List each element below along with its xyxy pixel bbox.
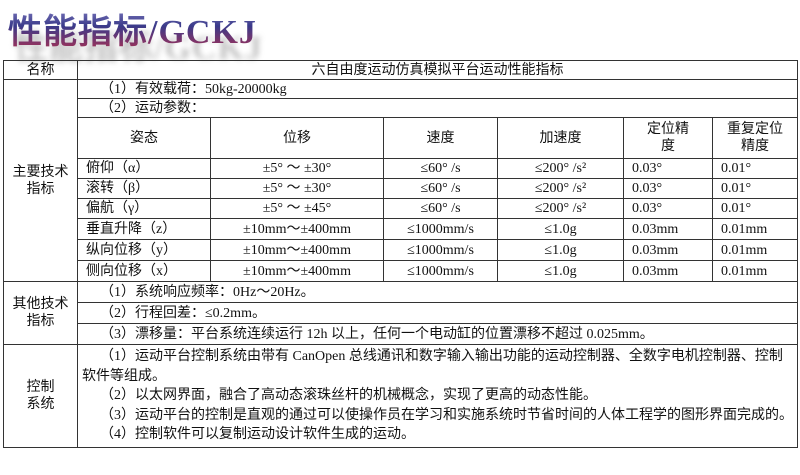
param-row: 垂直升降（z） ±10mm～±400mm ≤1000mm/s ≤1.0g 0.03mm 0… [4, 218, 798, 240]
param-cell: 偏航（γ） [77, 198, 211, 219]
param-row: 侧向位移（x） ±10mm～±400mm ≤1000mm/s ≤1.0g 0.03mm 0… [4, 260, 798, 282]
param-cell: ±10mm～±400mm [210, 218, 384, 240]
param-cell: ≤1000mm/s [383, 260, 498, 282]
control-item: （3）运动平台的控制是直观的通过可以使操作员在学习和实施系统时节省时间的人体工程… [100, 407, 793, 423]
other-item: （3）漂移量：平台系统连续运行 12h 以上，任何一个电动缸的位置漂移不超过 0… [77, 323, 798, 345]
params-header-row: 姿态 位移 速度 加速度 定位精度 重复定位精度 [4, 117, 798, 159]
param-cell: 0.01° [712, 178, 798, 199]
main-spec-label: 主要技术指标 [3, 79, 78, 282]
param-cell: 垂直升降（z） [77, 218, 211, 240]
param-cell: 0.03° [623, 198, 713, 219]
param-row: 俯仰（α） ±5° ～ ±30° ≤60° /s ≤200° /s² 0.03° 0.01… [4, 158, 798, 179]
name-row: 名称 六自由度运动仿真模拟平台运动性能指标 [3, 60, 798, 80]
param-row: 滚转（β） ±5° ～ ±30° ≤60° /s ≤200° /s² 0.03° 0.01… [4, 178, 798, 199]
payload: （1）有效载荷：50kg-20000kg [77, 79, 798, 99]
control-item: （4）控制软件可以复制运动设计软件生成的运动。 [100, 427, 415, 442]
param-cell: 俯仰（α） [77, 158, 211, 179]
param-cell: ≤60° /s [383, 198, 498, 219]
header-positioning-accuracy: 定位精度 [623, 117, 713, 159]
param-cell: ≤200° /s² [497, 158, 624, 179]
param-cell: ≤200° /s² [497, 198, 624, 219]
param-cell: ≤1000mm/s [383, 218, 498, 240]
param-cell: 滚转（β） [77, 178, 211, 199]
param-cell: 0.01mm [712, 239, 798, 261]
control-system-label: 控制系统 [3, 344, 78, 448]
param-cell: 纵向位移（y） [77, 239, 211, 261]
param-cell: ≤1000mm/s [383, 239, 498, 261]
param-cell: ±5° ～ ±30° [210, 178, 384, 199]
name-value: 六自由度运动仿真模拟平台运动性能指标 [77, 60, 798, 80]
param-cell: 0.01mm [712, 218, 798, 240]
params-label: （2）运动参数： [77, 98, 798, 118]
param-cell: 0.03° [623, 178, 713, 199]
param-cell: 0.03mm [623, 218, 713, 240]
spec-table: 名称 六自由度运动仿真模拟平台运动性能指标 主要技术指标 （1）有效载荷：50k… [3, 60, 798, 448]
header-repeat-accuracy: 重复定位精度 [712, 117, 798, 159]
param-cell: ≤60° /s [383, 158, 498, 179]
header-displacement: 位移 [210, 117, 384, 159]
param-cell: 0.03° [623, 158, 713, 179]
control-item: （2）以太网界面，融合了高动态滚珠丝杆的机械概念，实现了更高的动态性能。 [100, 388, 597, 403]
header-velocity: 速度 [383, 117, 498, 159]
param-cell: ±10mm～±400mm [210, 239, 384, 261]
param-cell: ±5° ～ ±45° [210, 198, 384, 219]
param-cell: 0.01° [712, 158, 798, 179]
param-cell: 0.01° [712, 198, 798, 219]
header-acceleration: 加速度 [497, 117, 624, 159]
param-row: 纵向位移（y） ±10mm～±400mm ≤1000mm/s ≤1.0g 0.03mm 0… [4, 239, 798, 261]
param-cell: ±5° ～ ±30° [210, 158, 384, 179]
other-spec-label: 其他技术指标 [3, 281, 78, 345]
param-cell: ≤1.0g [497, 239, 624, 261]
param-cell: ±10mm～±400mm [210, 260, 384, 282]
param-cell: ≤60° /s [383, 178, 498, 199]
control-item: （1）运动平台控制系统由带有 CanOpen 总线通讯和数字输入输出功能的运动控… [82, 349, 783, 384]
other-item: （1）系统响应频率：0Hz～20Hz。 [77, 281, 798, 303]
param-cell: ≤1.0g [497, 260, 624, 282]
param-cell: ≤1.0g [497, 218, 624, 240]
page-title: 性能指标/GCKJ [8, 4, 257, 53]
other-item: （2）行程回差：≤0.2mm。 [77, 302, 798, 324]
param-cell: 侧向位移（x） [77, 260, 211, 282]
param-cell: ≤200° /s² [497, 178, 624, 199]
name-label: 名称 [3, 60, 78, 80]
header-attitude: 姿态 [77, 117, 211, 159]
param-cell: 0.01mm [712, 260, 798, 282]
param-cell: 0.03mm [623, 239, 713, 261]
param-cell: 0.03mm [623, 260, 713, 282]
param-row: 偏航（γ） ±5° ～ ±45° ≤60° /s ≤200° /s² 0.03° 0.01… [4, 198, 798, 219]
